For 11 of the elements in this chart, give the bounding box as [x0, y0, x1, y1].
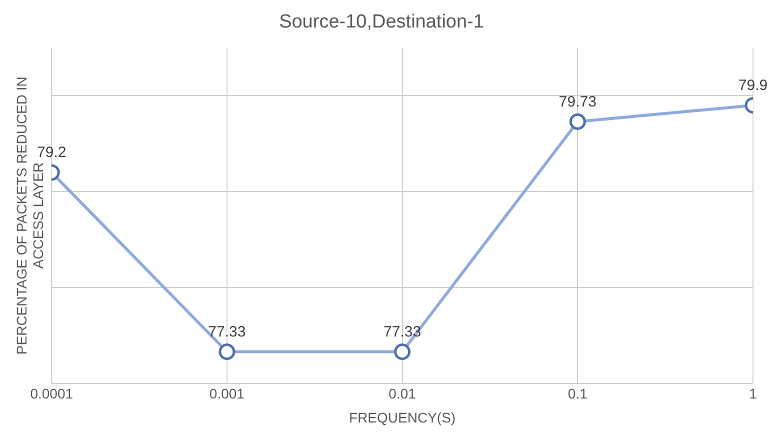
data-label: 79.2 — [37, 144, 66, 162]
data-label: 79.9 — [738, 76, 768, 94]
x-tick-label: 0.1 — [568, 386, 588, 402]
x-tick-label: 0.01 — [388, 386, 416, 402]
x-tick-label: 0.001 — [209, 386, 245, 402]
x-tick-label: 0.0001 — [30, 386, 74, 402]
data-label: 77.33 — [208, 323, 246, 340]
chart-title: Source-10,Destination-1 — [279, 12, 484, 33]
x-tick-label: 1 — [749, 386, 758, 402]
x-axis-title: FREQUENCY(S) — [349, 409, 456, 426]
data-label: 79.73 — [558, 93, 596, 110]
